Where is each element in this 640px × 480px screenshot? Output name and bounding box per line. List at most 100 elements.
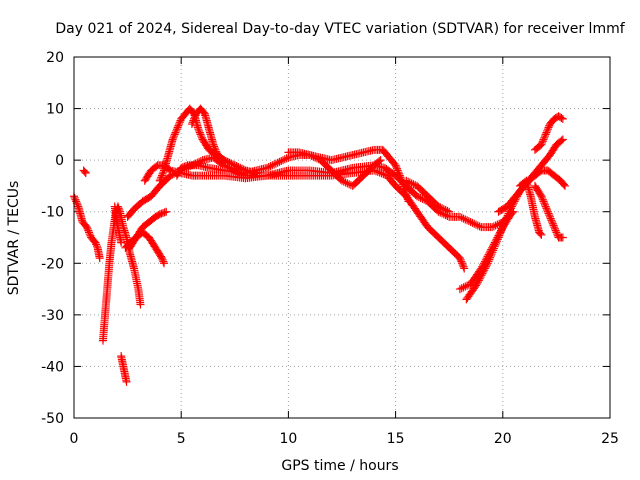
data-point <box>468 218 477 227</box>
data-point <box>459 262 468 271</box>
data-point <box>175 118 184 127</box>
data-point <box>552 228 561 237</box>
data-point <box>157 173 166 182</box>
data-point <box>209 140 218 149</box>
data-point <box>196 130 205 139</box>
data-point <box>436 203 445 212</box>
data-point <box>82 223 91 232</box>
data-point <box>456 255 465 264</box>
data-point <box>172 125 181 134</box>
y-tick-label: -10 <box>41 205 64 221</box>
data-point <box>441 205 450 214</box>
data-point <box>499 220 508 229</box>
data-point <box>157 171 166 180</box>
data-point <box>420 195 429 204</box>
data-point <box>210 144 219 153</box>
data-point <box>489 244 498 253</box>
data-point <box>502 215 511 224</box>
data-point <box>537 192 546 201</box>
data-point <box>504 209 513 218</box>
data-point <box>538 137 547 146</box>
series-arc-18 <box>530 181 567 242</box>
data-point <box>414 193 423 202</box>
data-point <box>232 162 241 171</box>
data-point <box>159 168 168 177</box>
data-point <box>160 208 169 217</box>
data-point <box>196 157 205 166</box>
y-tick-label: 0 <box>55 153 64 169</box>
series-arc-16 <box>462 166 569 304</box>
data-point <box>221 157 230 166</box>
data-point <box>473 278 482 287</box>
data-point <box>544 123 553 132</box>
data-point <box>80 167 89 176</box>
data-point <box>393 164 402 173</box>
data-point <box>559 180 568 189</box>
data-point <box>538 138 547 147</box>
y-tick-label: -20 <box>41 256 64 272</box>
data-point <box>491 221 500 230</box>
data-point <box>551 226 560 235</box>
y-axis-label: SDTVAR / TECUs <box>6 181 22 296</box>
data-point <box>558 114 567 123</box>
data-point <box>459 283 468 292</box>
data-point <box>543 126 552 135</box>
data-point <box>488 248 497 257</box>
data-point <box>502 213 511 222</box>
data-point <box>195 128 204 137</box>
y-tick-label: 20 <box>46 50 64 66</box>
series-arc-13 <box>284 145 413 206</box>
data-point <box>500 218 509 227</box>
x-axis-label: GPS time / hours <box>281 458 398 474</box>
data-point <box>195 126 204 135</box>
data-point <box>536 229 545 238</box>
data-point <box>188 118 197 127</box>
data-point <box>482 261 491 270</box>
data-point <box>489 222 498 231</box>
data-point <box>470 219 479 228</box>
data-point <box>270 160 279 169</box>
data-point <box>407 179 416 188</box>
data-point <box>544 209 553 218</box>
data-point <box>475 222 484 231</box>
data-point <box>549 221 558 230</box>
data-point <box>476 273 485 282</box>
data-point <box>95 254 104 263</box>
data-point <box>537 230 546 239</box>
data-point <box>475 274 484 283</box>
data-point <box>189 116 198 125</box>
grid-lines <box>74 57 610 418</box>
data-point <box>71 195 80 204</box>
data-point <box>497 226 506 235</box>
series-arc-19 <box>494 135 567 216</box>
data-point <box>279 156 288 165</box>
series-arc-9 <box>140 161 469 273</box>
data-point <box>558 233 567 242</box>
data-point <box>212 147 221 156</box>
data-point <box>92 242 101 251</box>
data-point <box>338 176 346 185</box>
data-point <box>480 266 489 275</box>
data-point <box>539 135 548 144</box>
data-point <box>194 125 203 134</box>
data-point <box>481 264 490 273</box>
data-point <box>72 197 81 206</box>
data-point <box>343 179 352 188</box>
data-point <box>172 126 181 135</box>
x-tick-label: 0 <box>70 431 79 447</box>
data-point <box>262 163 271 172</box>
data-point <box>540 199 549 208</box>
data-point <box>162 207 171 216</box>
data-point <box>486 251 495 260</box>
series-arc-3 <box>98 202 145 345</box>
data-point <box>550 223 559 232</box>
data-point <box>404 177 413 186</box>
data-point <box>85 230 94 239</box>
data-point <box>538 195 547 204</box>
data-point <box>122 377 131 386</box>
series-arc-1 <box>70 192 104 263</box>
data-point <box>487 250 496 259</box>
data-point <box>230 161 239 170</box>
data-point <box>484 257 493 266</box>
